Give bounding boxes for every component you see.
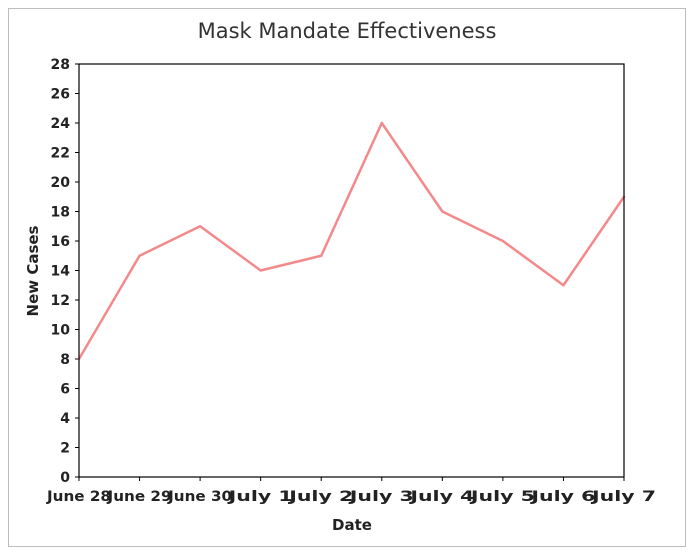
data-points [77, 121, 626, 361]
data-point [259, 269, 262, 272]
y-tick-label: 28 [51, 57, 70, 73]
x-tick-label: July 3 [348, 489, 413, 505]
data-point [380, 121, 383, 125]
data-point [320, 254, 323, 257]
y-tick-label: 12 [51, 293, 70, 309]
y-tick-label: 6 [60, 382, 70, 398]
y-axis-label: New Cases [24, 225, 42, 316]
x-tick-label: July 5 [469, 489, 534, 505]
y-tick-label: 4 [60, 411, 70, 427]
y-tick-label: 14 [51, 264, 71, 280]
y-tick-label: 26 [51, 87, 70, 103]
data-point [198, 225, 202, 228]
y-tick-label: 10 [51, 323, 71, 339]
data-point [138, 254, 141, 257]
x-tick-label: June 30 [167, 489, 232, 505]
x-axis-label: Date [332, 516, 372, 534]
x-tick-label: July 7 [591, 489, 656, 505]
x-tick-label: July 2 [288, 489, 353, 505]
data-point [441, 210, 444, 213]
x-tick-label: July 1 [227, 489, 292, 505]
x-tick-label: July 6 [530, 489, 595, 505]
x-tick-label: June 29 [106, 489, 171, 505]
y-tick-label: 18 [51, 205, 70, 221]
y-tick-label: 22 [51, 146, 70, 162]
x-tick-label: June 28 [46, 489, 111, 505]
chart-title: Mask Mandate Effectiveness [198, 19, 497, 43]
series-line [77, 121, 626, 360]
chart-frame [8, 8, 686, 547]
y-tick-label: 2 [60, 441, 70, 457]
y-tick-label: 20 [51, 175, 71, 191]
data-point [501, 239, 505, 243]
y-tick-label: 8 [60, 352, 70, 368]
x-tick-label: July 4 [409, 489, 475, 505]
data-point [562, 284, 565, 287]
y-tick-label: 16 [51, 234, 70, 250]
y-tick-label: 24 [51, 116, 71, 132]
plot-area [78, 63, 625, 478]
y-tick-label: 0 [60, 470, 70, 486]
